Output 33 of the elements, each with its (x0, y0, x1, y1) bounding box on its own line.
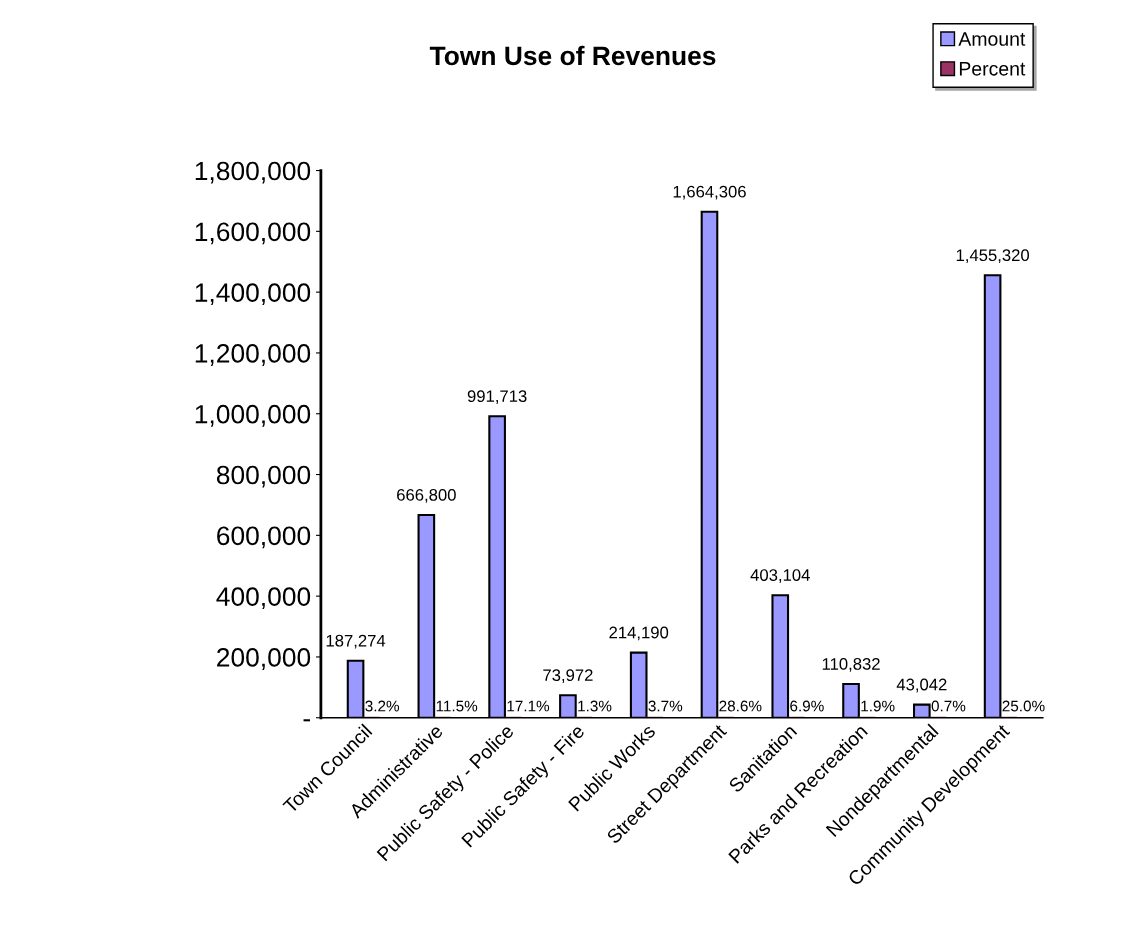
data-label: 187,274 (326, 634, 386, 649)
y-tick-label: 1,800,000 (195, 161, 311, 184)
data-label: 1,664,306 (673, 185, 746, 200)
data-label: 3.2% (365, 700, 400, 712)
legend-label: Percent (959, 62, 1026, 76)
y-tick-label: 1,200,000 (195, 344, 311, 366)
y-tick-label: 200,000 (217, 648, 311, 670)
data-label: 403,104 (750, 569, 810, 583)
data-label: 1.3% (578, 700, 612, 712)
y-tick-label: 800,000 (216, 465, 311, 488)
y-tick-label: 1,400,000 (195, 283, 311, 306)
data-label: 666,800 (397, 488, 456, 503)
data-label: 73,972 (543, 669, 593, 683)
data-label: 1,455,320 (956, 249, 1030, 264)
data-label: 1.9% (861, 700, 895, 712)
data-label: 214,190 (609, 626, 669, 641)
data-label: 25.0% (1002, 700, 1045, 712)
data-label: 0.7% (931, 700, 966, 712)
data-label: 28.6% (719, 700, 762, 712)
y-tick-label: 1,600,000 (195, 222, 311, 245)
y-tick-label: 1,000,000 (195, 404, 311, 427)
data-label: 11.5% (436, 700, 478, 712)
y-tick-label: 400,000 (216, 587, 311, 610)
data-label: 991,713 (467, 390, 527, 404)
legend-label: Amount (958, 32, 1026, 46)
data-label: 3.7% (648, 700, 683, 712)
data-label: 6.9% (790, 700, 824, 712)
y-tick-label: - (303, 719, 310, 722)
data-label: 17.1% (507, 700, 550, 712)
data-label: 110,832 (822, 658, 880, 672)
chart-title: Town Use of Revenues (429, 45, 716, 66)
y-tick-label: 600,000 (217, 526, 311, 549)
data-label: 43,042 (896, 678, 947, 693)
